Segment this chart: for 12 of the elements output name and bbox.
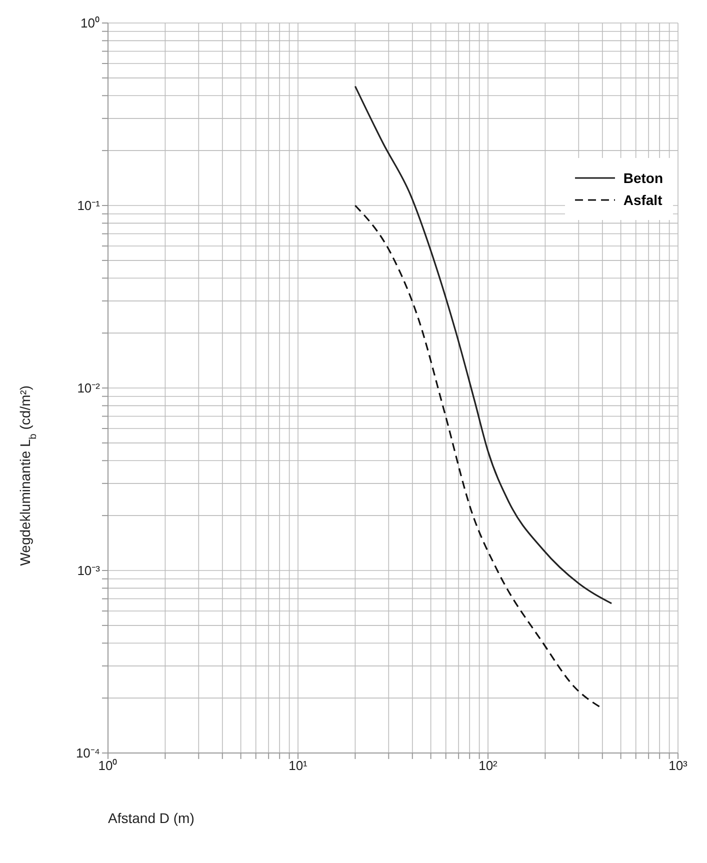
x-axis-title: Afstand D (m): [108, 810, 194, 826]
y-tick-label: 10⁰: [80, 16, 100, 31]
legend-label: Beton: [623, 170, 663, 186]
y-tick-label: 10⁻⁴: [76, 746, 100, 761]
x-tick-label: 10²: [478, 758, 498, 774]
x-tick-label: 10¹: [288, 758, 308, 774]
x-tick-label: 10⁰: [98, 758, 118, 774]
y-tick-label: 10⁻¹: [77, 198, 101, 214]
y-tick-label: 10⁻²: [77, 380, 101, 396]
legend-label: Asfalt: [623, 192, 662, 208]
y-tick-label: 10⁻³: [77, 563, 101, 578]
x-tick-label: 10³: [668, 758, 688, 774]
